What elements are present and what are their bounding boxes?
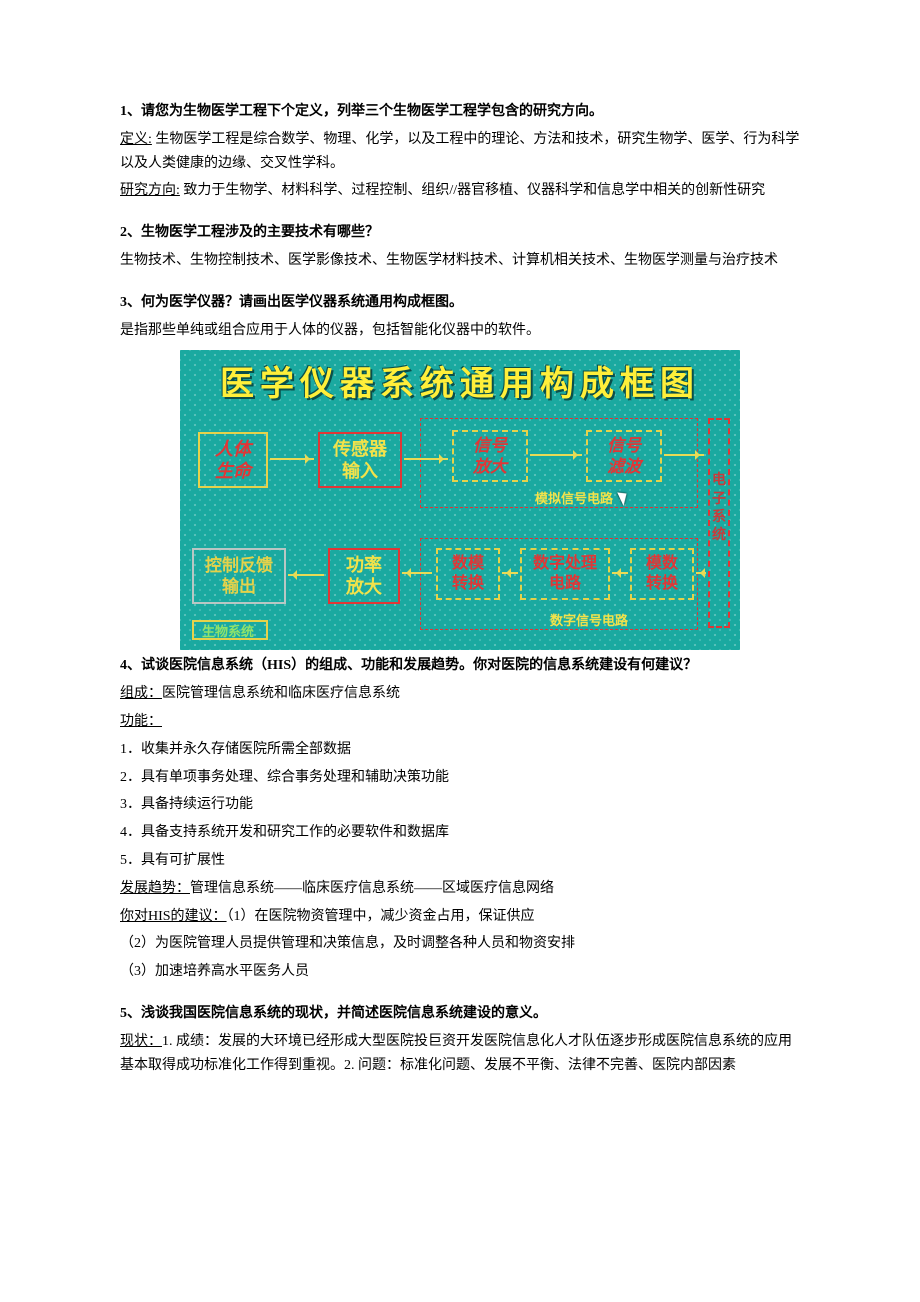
cursor-icon: [618, 490, 632, 508]
node-dsp: 数字处理 电路: [520, 548, 610, 600]
q4-func-5: 5．具有可扩展性: [120, 849, 800, 873]
q4-func-1: 1．收集并永久存储医院所需全部数据: [120, 738, 800, 762]
q1-def: 定义: 生物医学工程是综合数学、物理、化学，以及工程中的理论、方法和技术，研究生…: [120, 128, 800, 176]
q1-dir-label: 研究方向:: [120, 183, 180, 198]
q4-func-2: 2．具有单项事务处理、综合事务处理和辅助决策功能: [120, 766, 800, 790]
q1-dir: 研究方向: 致力于生物学、材料科学、过程控制、组织//器官移植、仪器科学和信息学…: [120, 179, 800, 203]
q3-text: 是指那些单纯或组合应用于人体的仪器，包括智能化仪器中的软件。: [120, 319, 800, 343]
node-amp: 信号 放大: [452, 430, 528, 482]
q4-func-label: 功能：: [120, 714, 162, 729]
arrow-icon: [664, 454, 704, 456]
q4-comp-label: 组成：: [120, 686, 162, 701]
analog-region-label: 模拟信号电路: [535, 488, 613, 510]
q4-sugg-1: （1）在医院物资管理中，减少资金占用，保证供应: [227, 909, 535, 924]
arrow-icon: [696, 572, 706, 574]
digital-region-label: 数字信号电路: [550, 610, 628, 632]
arrow-icon: [404, 458, 448, 460]
bio-system-label: 生物系统: [202, 621, 254, 643]
arrow-icon: [288, 574, 324, 576]
q1-title: 1、请您为生物医学工程下个定义，列举三个生物医学工程学包含的研究方向。: [120, 100, 800, 124]
q4-func-3: 3．具备持续运行功能: [120, 793, 800, 817]
node-sensor: 传感器 输入: [318, 432, 402, 488]
diagram: 医学仪器系统通用构成框图 模拟信号电路 数字信号电路 电子系统 人体 生命 传感…: [180, 350, 740, 650]
q4-func-4: 4．具备支持系统开发和研究工作的必要软件和数据库: [120, 821, 800, 845]
node-power: 功率 放大: [328, 548, 400, 604]
q4-comp: 组成：医院管理信息系统和临床医疗信息系统: [120, 682, 800, 706]
q4-title: 4、试谈医院信息系统（HIS）的组成、功能和发展趋势。你对医院的信息系统建设有何…: [120, 654, 800, 678]
q1-dir-text: 致力于生物学、材料科学、过程控制、组织//器官移植、仪器科学和信息学中相关的创新…: [180, 183, 765, 198]
diagram-title: 医学仪器系统通用构成框图: [220, 356, 700, 414]
arrow-icon: [530, 454, 582, 456]
node-dac: 数模 转换: [436, 548, 500, 600]
q4-comp-text: 医院管理信息系统和临床医疗信息系统: [162, 686, 400, 701]
q4-sugg-line1: 你对HIS的建议：（1）在医院物资管理中，减少资金占用，保证供应: [120, 905, 800, 929]
q5-status-label: 现状：: [120, 1034, 162, 1049]
arrow-icon: [502, 572, 518, 574]
q5-title: 5、浅谈我国医院信息系统的现状，并简述医院信息系统建设的意义。: [120, 1002, 800, 1026]
q4-sugg-label: 你对HIS的建议：: [120, 909, 227, 924]
side-label: 电子系统: [711, 470, 727, 543]
q4-trend-text: 管理信息系统——临床医疗信息系统——区域医疗信息网络: [190, 881, 554, 896]
arrow-icon: [270, 458, 314, 460]
q1-def-text: 生物医学工程是综合数学、物理、化学，以及工程中的理论、方法和技术，研究生物学、医…: [120, 132, 799, 171]
arrow-icon: [402, 572, 432, 574]
q5-status-text: 1. 成绩：发展的大环境已经形成大型医院投巨资开发医院信息化人才队伍逐步形成医院…: [120, 1034, 792, 1073]
q4-func-label-row: 功能：: [120, 710, 800, 734]
q4-trend-label: 发展趋势：: [120, 881, 190, 896]
node-human: 人体 生命: [198, 432, 268, 488]
q1-def-label: 定义:: [120, 132, 152, 147]
q2-title: 2、生物医学工程涉及的主要技术有哪些？: [120, 221, 800, 245]
q4-trend: 发展趋势：管理信息系统——临床医疗信息系统——区域医疗信息网络: [120, 877, 800, 901]
q2-text: 生物技术、生物控制技术、医学影像技术、生物医学材料技术、计算机相关技术、生物医学…: [120, 249, 800, 273]
q5-status: 现状：1. 成绩：发展的大环境已经形成大型医院投巨资开发医院信息化人才队伍逐步形…: [120, 1030, 800, 1078]
arrow-icon: [612, 572, 628, 574]
node-feedback: 控制反馈 输出: [192, 548, 286, 604]
node-filter: 信号 滤波: [586, 430, 662, 482]
q3-title: 3、何为医学仪器？请画出医学仪器系统通用构成框图。: [120, 291, 800, 315]
q4-sugg-2: （2）为医院管理人员提供管理和决策信息，及时调整各种人员和物资安排: [120, 932, 800, 956]
node-adc: 模数 转换: [630, 548, 694, 600]
q4-sugg-3: （3）加速培养高水平医务人员: [120, 960, 800, 984]
